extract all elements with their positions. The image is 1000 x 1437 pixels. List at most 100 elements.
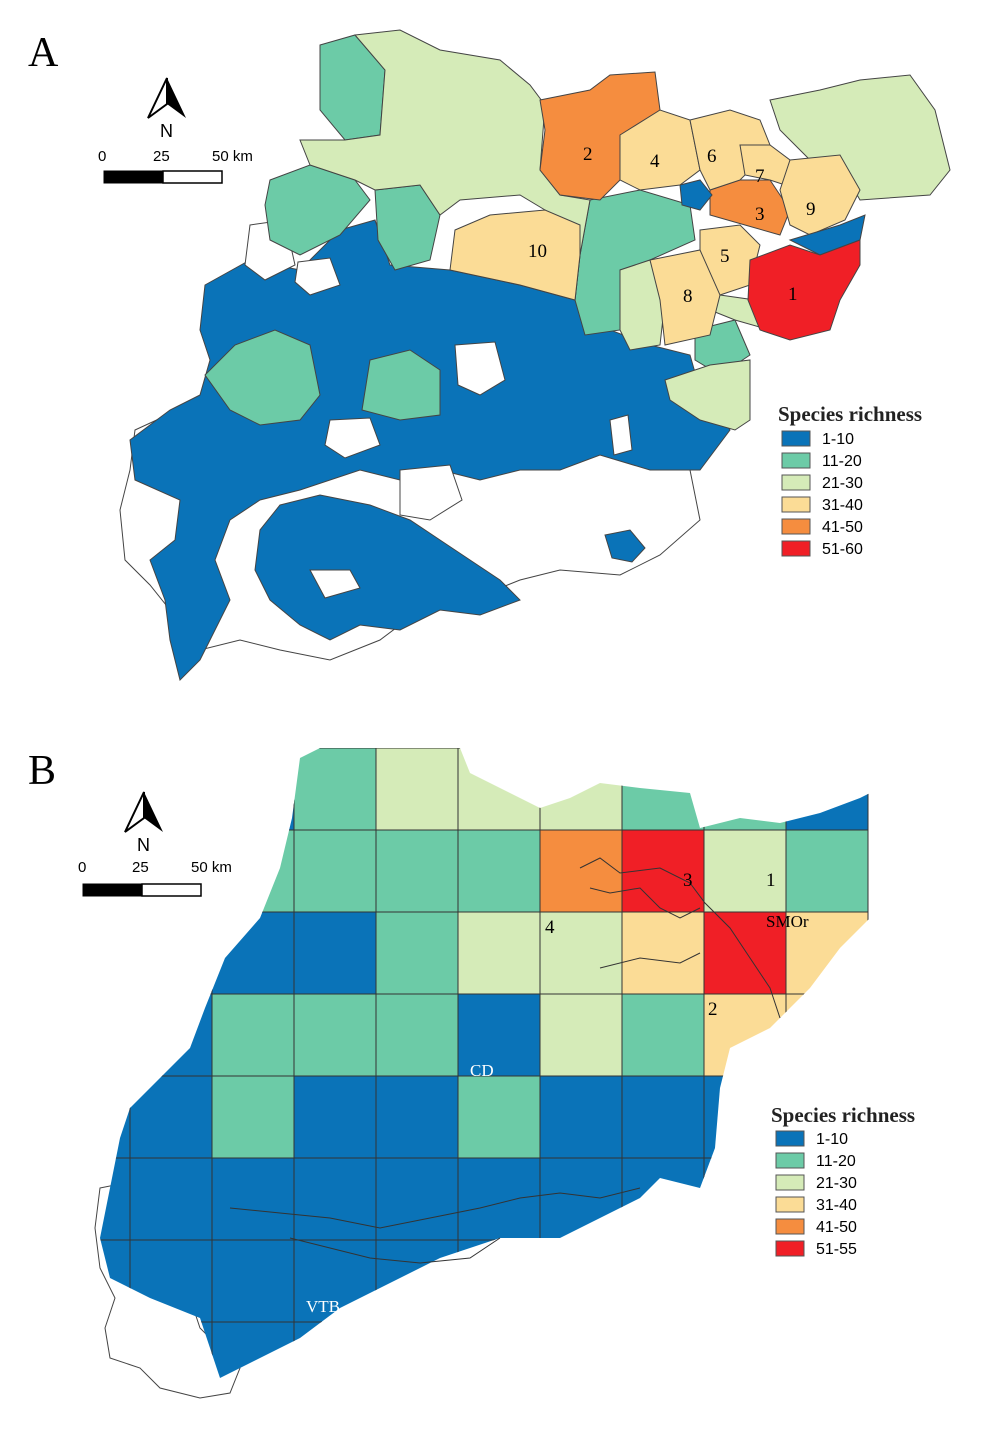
- place-label-smor: SMOr: [766, 912, 809, 931]
- legend-swatch: [781, 496, 811, 513]
- grid-cell: [129, 1075, 213, 1159]
- rank-label-5: 5: [720, 246, 730, 267]
- legend-label: 41-50: [816, 1219, 857, 1236]
- panel-a-svg: A N 0 25 50 km: [28, 29, 951, 681]
- grid-cell: [375, 993, 459, 1077]
- grid-cell: [785, 993, 869, 1077]
- rank-label-9: 9: [806, 199, 816, 220]
- region-richness-1-10: [604, 529, 646, 563]
- grid-cell: [785, 829, 869, 913]
- grid-cell: [621, 1239, 705, 1323]
- grid-cell: [375, 829, 459, 913]
- legend-label: 21-30: [822, 475, 863, 492]
- legend-label: 21-30: [816, 1175, 857, 1192]
- grid-cell: [293, 748, 377, 831]
- rank-label-6: 6: [707, 146, 717, 167]
- region-richness-11-20: [204, 329, 321, 426]
- grid-cell: [621, 993, 705, 1077]
- grid-cell: [211, 748, 295, 831]
- legend-title: Species richness: [771, 1103, 915, 1127]
- grid-cell: [211, 993, 295, 1077]
- rank-label-3: 3: [683, 870, 693, 891]
- rank-label-4: 4: [545, 917, 555, 938]
- north-label: N: [160, 121, 173, 141]
- legend-swatch: [781, 518, 811, 535]
- rank-label-7: 7: [755, 166, 765, 187]
- panel-b-letter: B: [28, 748, 56, 794]
- grid-cell: [703, 911, 787, 995]
- grid-cell: [703, 829, 787, 913]
- legend-swatch: [775, 1130, 805, 1147]
- scale-tick-25: 25: [132, 859, 149, 876]
- legend-label: 41-50: [822, 519, 863, 536]
- scale-tick-50km: 50 km: [191, 859, 232, 876]
- legend-swatch: [775, 1174, 805, 1191]
- grid-cell: [621, 748, 705, 831]
- legend-panel-b: Species richness 1-10 11-20 21-30 31-40 41-5…: [771, 1103, 915, 1258]
- grid-cell: [703, 1321, 787, 1378]
- grid-cell: [539, 1075, 623, 1159]
- grid-cell: [211, 1157, 295, 1241]
- grid-cell: [293, 1075, 377, 1159]
- grid-cell: [785, 748, 869, 831]
- grid-cell: [703, 1239, 787, 1323]
- legend-swatch: [775, 1218, 805, 1235]
- region-richness-31-40: [779, 154, 861, 236]
- north-arrow-icon: [147, 77, 186, 119]
- scale-tick-0: 0: [98, 148, 106, 165]
- grid-cell: [100, 911, 131, 995]
- grid-cell: [457, 1075, 541, 1159]
- scale-bar: [103, 170, 223, 184]
- region-richness-51-60: [747, 239, 861, 341]
- rank-label-2: 2: [708, 999, 718, 1020]
- legend-swatch: [781, 474, 811, 491]
- rank-label-3: 3: [755, 204, 765, 225]
- grid-cell: [211, 911, 295, 995]
- grid-cell: [457, 1239, 541, 1323]
- municipality-regions: [119, 29, 951, 681]
- legend-title: Species richness: [778, 402, 922, 426]
- legend-swatch: [781, 430, 811, 447]
- region-richness-11-20: [361, 349, 441, 421]
- grid-cell: [100, 1157, 131, 1241]
- scale-tick-50km: 50 km: [212, 148, 253, 165]
- grid-cell: [457, 829, 541, 913]
- north-arrow-icon: [124, 791, 163, 833]
- grid-cell: [129, 911, 213, 995]
- grid-cell: [375, 748, 459, 831]
- grid-cell: [293, 993, 377, 1077]
- legend-label: 31-40: [816, 1197, 857, 1214]
- region-richness-31-40: [449, 209, 581, 301]
- legend-label: 11-20: [822, 453, 862, 470]
- region-no-data: [609, 414, 633, 456]
- grid-cell: [375, 1239, 459, 1323]
- legend-label: 51-55: [816, 1241, 857, 1258]
- panel-a-letter: A: [28, 30, 59, 76]
- region-richness-41-50: [709, 179, 791, 236]
- panel-b-svg: B N 0 25 50 km 1 2 3 4 SMOr CD VTB Speci…: [28, 748, 915, 1399]
- legend-swatch: [781, 540, 811, 557]
- grid-cell: [621, 911, 705, 995]
- grid-cell: [785, 1321, 869, 1378]
- rank-label-4: 4: [650, 151, 660, 172]
- legend-swatch: [775, 1152, 805, 1169]
- region-no-data: [399, 464, 463, 521]
- grid-cell: [539, 1321, 623, 1378]
- rank-label-2: 2: [583, 144, 593, 165]
- legend-label: 11-20: [816, 1153, 856, 1170]
- grid-cell: [100, 1075, 131, 1159]
- grid-cell: [375, 1157, 459, 1241]
- grid-cell: [129, 993, 213, 1077]
- legend-label: 51-60: [822, 541, 863, 558]
- region-richness-1-10: [254, 494, 521, 641]
- grid-cell: [211, 1075, 295, 1159]
- grid-cell: [457, 1157, 541, 1241]
- grid-cell: [293, 829, 377, 913]
- region-no-data: [324, 417, 381, 459]
- grid-cell: [293, 1321, 377, 1378]
- legend-swatch: [781, 452, 811, 469]
- grid-cell: [129, 1157, 213, 1241]
- grid-cell: [375, 1075, 459, 1159]
- legend-panel-a: Species richness 1-10 11-20 21-30 31-40 41-5…: [778, 402, 922, 558]
- place-label-vtb: VTB: [306, 1297, 340, 1316]
